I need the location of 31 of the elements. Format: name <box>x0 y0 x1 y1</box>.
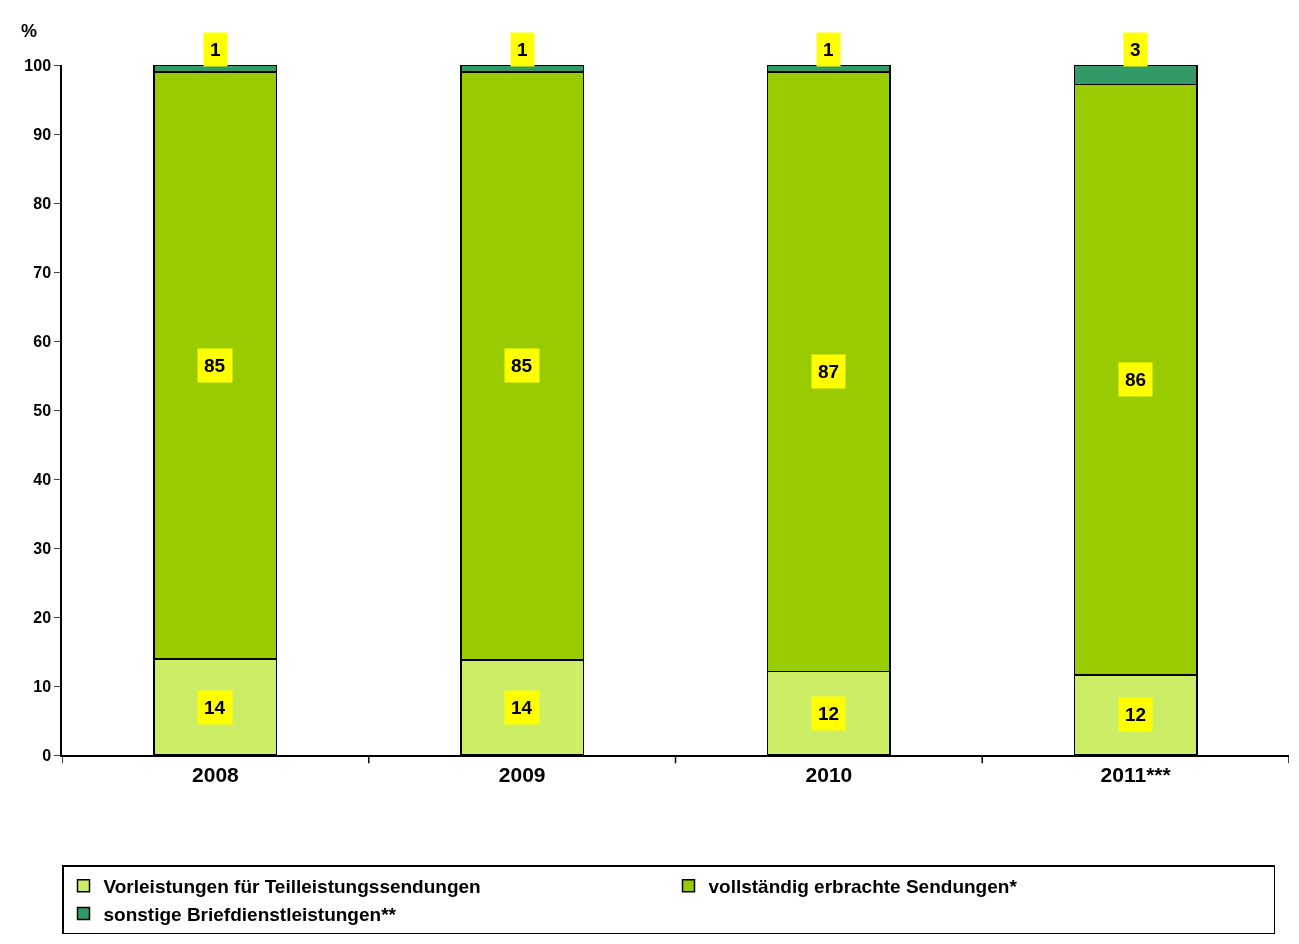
y-tick-label: 50 <box>33 401 52 419</box>
y-tick-label: 100 <box>24 56 52 74</box>
y-tick-label: 20 <box>33 608 52 626</box>
y-axis-title: % <box>21 21 38 41</box>
y-tick-label: 30 <box>33 539 52 557</box>
legend-label: sonstige Briefdienstleistungen** <box>103 903 397 925</box>
x-tick-label: 2011*** <box>1100 762 1172 786</box>
data-label: 1 <box>823 39 834 60</box>
data-label: 12 <box>1125 704 1147 725</box>
data-label: 87 <box>818 361 840 382</box>
y-tick-label: 10 <box>33 677 52 695</box>
y-tick-label: 70 <box>33 263 52 281</box>
data-label: 12 <box>818 703 840 724</box>
data-label: 85 <box>204 355 226 376</box>
data-label: 86 <box>1125 369 1147 390</box>
legend-label: Vorleistungen für Teilleistungssendungen <box>103 876 481 898</box>
y-tick-label: 80 <box>33 194 52 212</box>
data-label: 14 <box>511 697 533 718</box>
y-tick-label: 90 <box>33 125 52 143</box>
y-tick-label: 40 <box>33 470 52 488</box>
data-label: 1 <box>210 39 221 60</box>
data-label: 3 <box>1130 39 1141 60</box>
data-label: 14 <box>204 697 226 718</box>
y-tick-label: 0 <box>42 746 52 764</box>
x-tick-label: 2008 <box>192 762 240 786</box>
data-label: 1 <box>517 39 528 60</box>
x-tick-label: 2010 <box>805 762 853 786</box>
data-label: 85 <box>511 355 533 376</box>
y-tick-label: 60 <box>33 332 52 350</box>
legend-label: vollständig erbrachte Sendungen* <box>708 876 1018 898</box>
x-tick-label: 2009 <box>498 762 546 786</box>
